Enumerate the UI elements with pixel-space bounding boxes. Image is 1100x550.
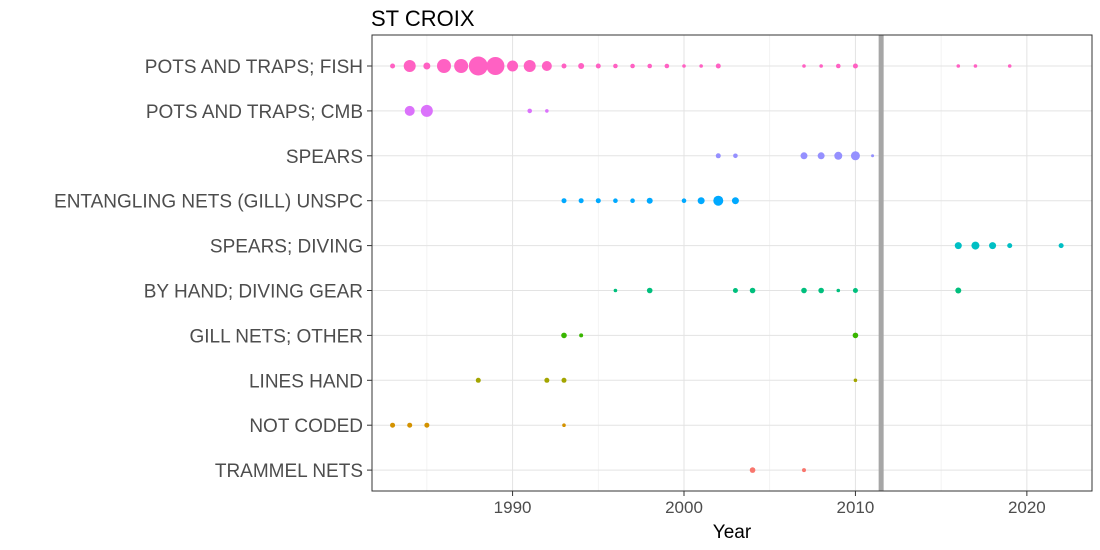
data-point xyxy=(697,197,705,205)
data-point xyxy=(561,63,567,69)
data-point xyxy=(852,332,859,339)
data-point xyxy=(817,152,825,160)
data-point xyxy=(613,198,618,203)
data-point xyxy=(562,423,566,428)
data-point xyxy=(561,377,567,383)
data-point xyxy=(545,109,549,113)
data-point xyxy=(699,64,703,68)
panel-border xyxy=(371,34,1093,492)
data-point xyxy=(468,56,488,76)
data-point xyxy=(989,242,997,250)
x-axis-label: Year xyxy=(713,522,752,543)
data-point xyxy=(475,377,481,383)
data-point xyxy=(407,422,413,428)
data-point xyxy=(834,151,843,160)
y-tick-label: SPEARS; DIVING xyxy=(210,237,363,258)
data-point xyxy=(664,63,670,69)
data-point xyxy=(682,64,686,68)
data-point xyxy=(819,64,823,68)
data-point xyxy=(390,422,396,428)
data-point xyxy=(1007,64,1012,68)
data-point xyxy=(541,61,552,71)
data-point xyxy=(852,63,858,69)
data-point xyxy=(733,153,738,159)
data-point xyxy=(486,57,505,75)
y-tick-label: ENTANGLING NETS (GILL) UNSPC xyxy=(54,192,363,213)
data-point xyxy=(800,152,808,160)
data-point xyxy=(971,241,980,250)
data-point xyxy=(852,288,858,293)
data-point xyxy=(850,151,860,161)
data-point xyxy=(454,59,469,73)
y-axis: POTS AND TRAPS; FISH POTS AND TRAPS; CMB S… xyxy=(54,57,372,482)
x-tick-label: 2010 xyxy=(837,498,875,517)
data-point xyxy=(749,467,756,473)
data-point xyxy=(544,377,550,383)
y-tick-label: TRAMMEL NETS xyxy=(215,461,363,482)
data-point xyxy=(630,63,635,69)
data-point xyxy=(956,64,961,68)
data-point xyxy=(578,63,585,69)
data-point xyxy=(1007,243,1013,249)
data-point xyxy=(420,104,433,117)
data-point xyxy=(836,288,841,293)
data-point xyxy=(578,198,584,204)
data-point xyxy=(818,287,824,294)
data-point xyxy=(630,198,635,203)
data-point xyxy=(437,59,451,73)
data-point xyxy=(802,468,806,473)
data-point xyxy=(713,195,724,206)
data-point xyxy=(802,64,806,68)
data-point xyxy=(595,198,601,204)
grid xyxy=(372,35,1092,491)
data-point xyxy=(871,154,875,158)
data-point xyxy=(646,197,653,204)
y-tick-label: GILL NETS; OTHER xyxy=(190,326,364,347)
data-point xyxy=(973,64,978,68)
data-point xyxy=(404,105,415,116)
data-point xyxy=(613,288,618,293)
data-point xyxy=(646,287,653,294)
data-point xyxy=(595,63,601,69)
data-point xyxy=(731,197,739,205)
data-point xyxy=(423,62,431,70)
data-point xyxy=(801,287,807,294)
y-tick-label: BY HAND; DIVING GEAR xyxy=(144,282,363,303)
data-point xyxy=(835,63,841,69)
data-point xyxy=(424,422,430,428)
data-point xyxy=(647,63,653,69)
y-tick-label: NOT CODED xyxy=(249,416,363,437)
panel-background xyxy=(372,35,1092,491)
data-point xyxy=(561,332,567,339)
data-point xyxy=(527,108,533,114)
data-point xyxy=(681,198,687,203)
data-point xyxy=(715,153,721,159)
x-axis: 1990 2000 2010 2020 xyxy=(494,491,1046,517)
data-point xyxy=(1058,243,1064,249)
y-tick-label: LINES HAND xyxy=(249,371,363,392)
y-tick-label: POTS AND TRAPS; CMB xyxy=(146,102,363,123)
data-point xyxy=(579,333,584,338)
data-points xyxy=(390,56,1064,473)
data-point xyxy=(955,287,962,294)
data-point xyxy=(954,242,962,250)
data-point xyxy=(523,60,536,72)
x-tick-label: 1990 xyxy=(494,498,532,517)
data-point xyxy=(403,60,416,72)
data-point xyxy=(715,63,721,69)
chart-title: ST CROIX xyxy=(371,6,475,31)
data-point xyxy=(853,378,858,383)
data-point xyxy=(561,198,567,204)
y-tick-label: POTS AND TRAPS; FISH xyxy=(145,57,363,78)
data-point xyxy=(613,63,618,69)
y-tick-label: SPEARS xyxy=(286,147,363,168)
data-point xyxy=(507,60,519,72)
data-point xyxy=(390,63,396,69)
data-point xyxy=(732,288,738,293)
x-tick-label: 2020 xyxy=(1008,498,1046,517)
x-tick-label: 2000 xyxy=(665,498,703,517)
data-point xyxy=(749,287,756,294)
